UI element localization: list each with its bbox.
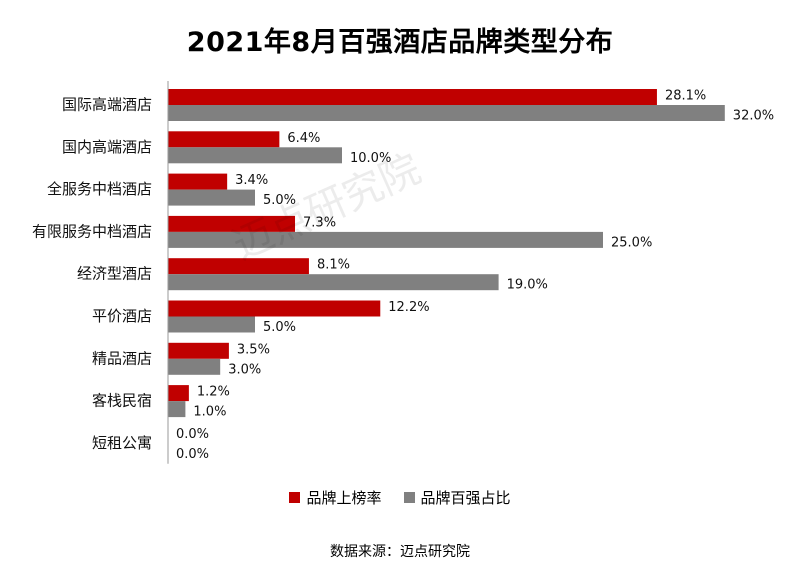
value-label-series-2-cat-3: 5.0% bbox=[263, 193, 296, 208]
bar-series-2-cat-6 bbox=[168, 316, 255, 333]
bars bbox=[168, 89, 725, 418]
category-label-cat-8: 客栈民宿 bbox=[92, 392, 152, 410]
value-label-series-2-cat-8: 1.0% bbox=[193, 405, 226, 420]
legend-label-series-2: 品牌百强占比 bbox=[420, 489, 511, 507]
bar-series-1-cat-4 bbox=[168, 215, 296, 232]
value-label-series-2-cat-4: 25.0% bbox=[611, 235, 652, 250]
category-label-cat-3: 全服务中档酒店 bbox=[47, 180, 152, 198]
bar-chart: 国际高端酒店国内高端酒店全服务中档酒店有限服务中档酒店经济型酒店平价酒店精品酒店… bbox=[32, 81, 774, 464]
value-label-series-2-cat-2: 10.0% bbox=[350, 151, 391, 166]
bar-series-2-cat-8 bbox=[168, 401, 186, 418]
bar-series-1-cat-5 bbox=[168, 258, 309, 275]
value-label-series-1-cat-4: 7.3% bbox=[303, 215, 336, 230]
bar-series-2-cat-4 bbox=[168, 231, 603, 248]
value-label-series-1-cat-9: 0.0% bbox=[176, 427, 209, 442]
legend-swatch-series-2 bbox=[403, 492, 415, 503]
chart-title: 2021年8月百强酒店品牌类型分布 bbox=[186, 27, 614, 58]
category-label-cat-7: 精品酒店 bbox=[92, 349, 152, 367]
value-labels: 28.1% 32.0% 6.4% 10.0% 3.4% 5.0% 7.3% 25.0% 8.1%… bbox=[176, 89, 774, 462]
category-label-cat-6: 平价酒店 bbox=[92, 307, 152, 325]
category-label-cat-2: 国内高端酒店 bbox=[62, 138, 152, 156]
category-label-cat-5: 经济型酒店 bbox=[77, 265, 152, 283]
value-label-series-1-cat-8: 1.2% bbox=[197, 385, 230, 400]
value-label-series-2-cat-7: 3.0% bbox=[228, 362, 261, 377]
bar-series-2-cat-3 bbox=[168, 189, 255, 206]
value-label-series-2-cat-9: 0.0% bbox=[176, 447, 209, 462]
category-label-cat-9: 短租公寓 bbox=[92, 434, 152, 452]
bar-series-1-cat-7 bbox=[168, 342, 229, 359]
bar-series-2-cat-7 bbox=[168, 358, 221, 375]
legend: 品牌上榜率 品牌百强占比 bbox=[0, 487, 800, 508]
legend-swatch-series-1 bbox=[289, 492, 301, 503]
category-label-cat-4: 有限服务中档酒店 bbox=[32, 222, 152, 240]
value-label-series-1-cat-2: 6.4% bbox=[287, 131, 320, 146]
value-label-series-2-cat-5: 19.0% bbox=[507, 278, 548, 293]
value-label-series-1-cat-3: 3.4% bbox=[235, 173, 268, 188]
legend-item-series-2: 品牌百强占比 bbox=[403, 487, 511, 508]
bar-series-1-cat-6 bbox=[168, 300, 381, 317]
value-label-series-1-cat-5: 8.1% bbox=[317, 258, 350, 273]
source-note: 数据来源：迈点研究院 bbox=[330, 544, 470, 560]
category-label-cat-1: 国际高端酒店 bbox=[62, 96, 152, 114]
bar-series-2-cat-1 bbox=[168, 105, 725, 121]
legend-label-series-1: 品牌上榜率 bbox=[306, 489, 382, 507]
bar-series-1-cat-8 bbox=[168, 385, 189, 402]
value-label-series-1-cat-1: 28.1% bbox=[665, 89, 706, 104]
value-label-series-2-cat-6: 5.0% bbox=[263, 320, 296, 335]
bar-series-1-cat-2 bbox=[168, 131, 280, 148]
category-labels: 国际高端酒店国内高端酒店全服务中档酒店有限服务中档酒店经济型酒店平价酒店精品酒店… bbox=[32, 96, 152, 452]
legend-item-series-1: 品牌上榜率 bbox=[289, 487, 382, 508]
bar-series-1-cat-1 bbox=[168, 89, 657, 105]
value-label-series-1-cat-6: 12.2% bbox=[388, 300, 429, 315]
value-label-series-1-cat-7: 3.5% bbox=[237, 342, 270, 357]
bar-series-1-cat-3 bbox=[168, 173, 228, 190]
value-label-series-2-cat-1: 32.0% bbox=[733, 109, 774, 124]
bar-series-2-cat-2 bbox=[168, 147, 342, 164]
bar-series-2-cat-5 bbox=[168, 274, 499, 291]
